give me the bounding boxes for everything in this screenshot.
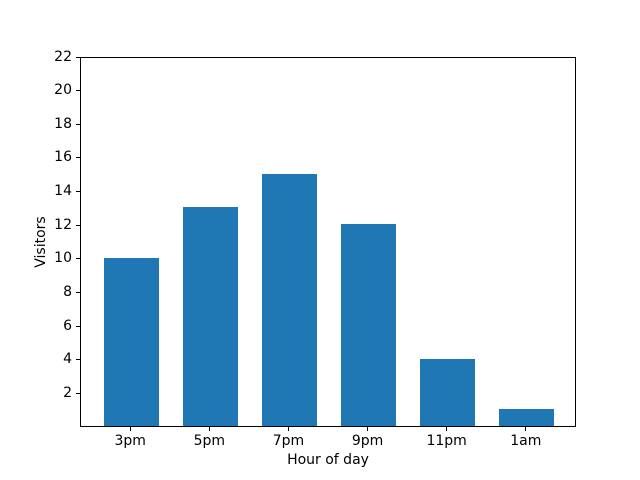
y-tick-mark — [76, 325, 80, 327]
x-tick-mark — [446, 427, 448, 431]
y-tick-label: 16 — [54, 149, 72, 166]
x-tick-label: 1am — [510, 433, 542, 449]
bar-3pm — [103, 257, 159, 426]
x-tick-label: 7pm — [272, 433, 305, 449]
y-tick-label: 10 — [54, 250, 72, 267]
x-tick-mark — [287, 427, 289, 431]
x-axis-label: Hour of day — [287, 452, 369, 468]
y-tick-label: 14 — [54, 183, 72, 200]
y-tick-mark — [76, 191, 80, 193]
y-tick-label: 12 — [54, 216, 72, 233]
y-tick-mark — [76, 224, 80, 226]
bar-5pm — [182, 207, 238, 426]
y-axis-label: Visitors — [33, 216, 49, 268]
bar-1am — [499, 409, 555, 426]
x-tick-mark — [129, 427, 131, 431]
y-tick-label: 6 — [63, 317, 72, 334]
plot-area — [80, 57, 576, 427]
y-tick-mark — [76, 157, 80, 159]
x-tick-label: 5pm — [193, 433, 226, 449]
y-tick-mark — [76, 392, 80, 394]
y-tick-mark — [76, 291, 80, 293]
y-tick-mark — [76, 56, 80, 58]
x-tick-mark — [208, 427, 210, 431]
y-tick-label: 20 — [54, 82, 72, 99]
y-tick-mark — [76, 258, 80, 260]
y-tick-label: 4 — [63, 351, 72, 368]
y-tick-label: 22 — [54, 48, 72, 65]
x-tick-label: 3pm — [114, 433, 146, 449]
bar-9pm — [340, 224, 397, 426]
x-tick-label: 11pm — [426, 433, 467, 449]
y-tick-mark — [76, 90, 80, 92]
y-tick-label: 8 — [63, 283, 72, 300]
bar-7pm — [261, 173, 318, 426]
x-tick-label: 9pm — [351, 433, 384, 449]
y-tick-label: 18 — [54, 115, 72, 132]
bar-11pm — [419, 358, 476, 426]
x-tick-mark — [525, 427, 527, 431]
y-tick-mark — [76, 123, 80, 125]
x-tick-mark — [367, 427, 369, 431]
y-tick-label: 2 — [63, 384, 72, 401]
y-tick-mark — [76, 359, 80, 361]
